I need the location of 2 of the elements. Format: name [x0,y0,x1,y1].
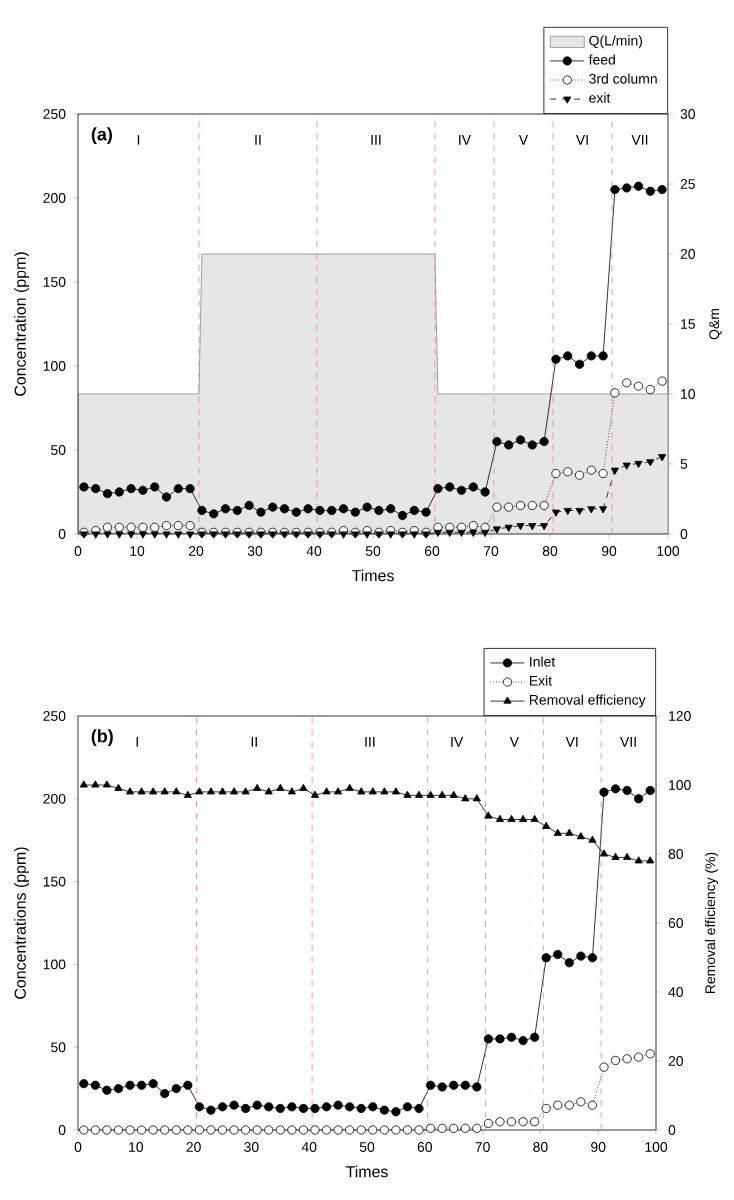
annotation: (a) [91,127,112,145]
annotation: (b) [91,729,113,746]
